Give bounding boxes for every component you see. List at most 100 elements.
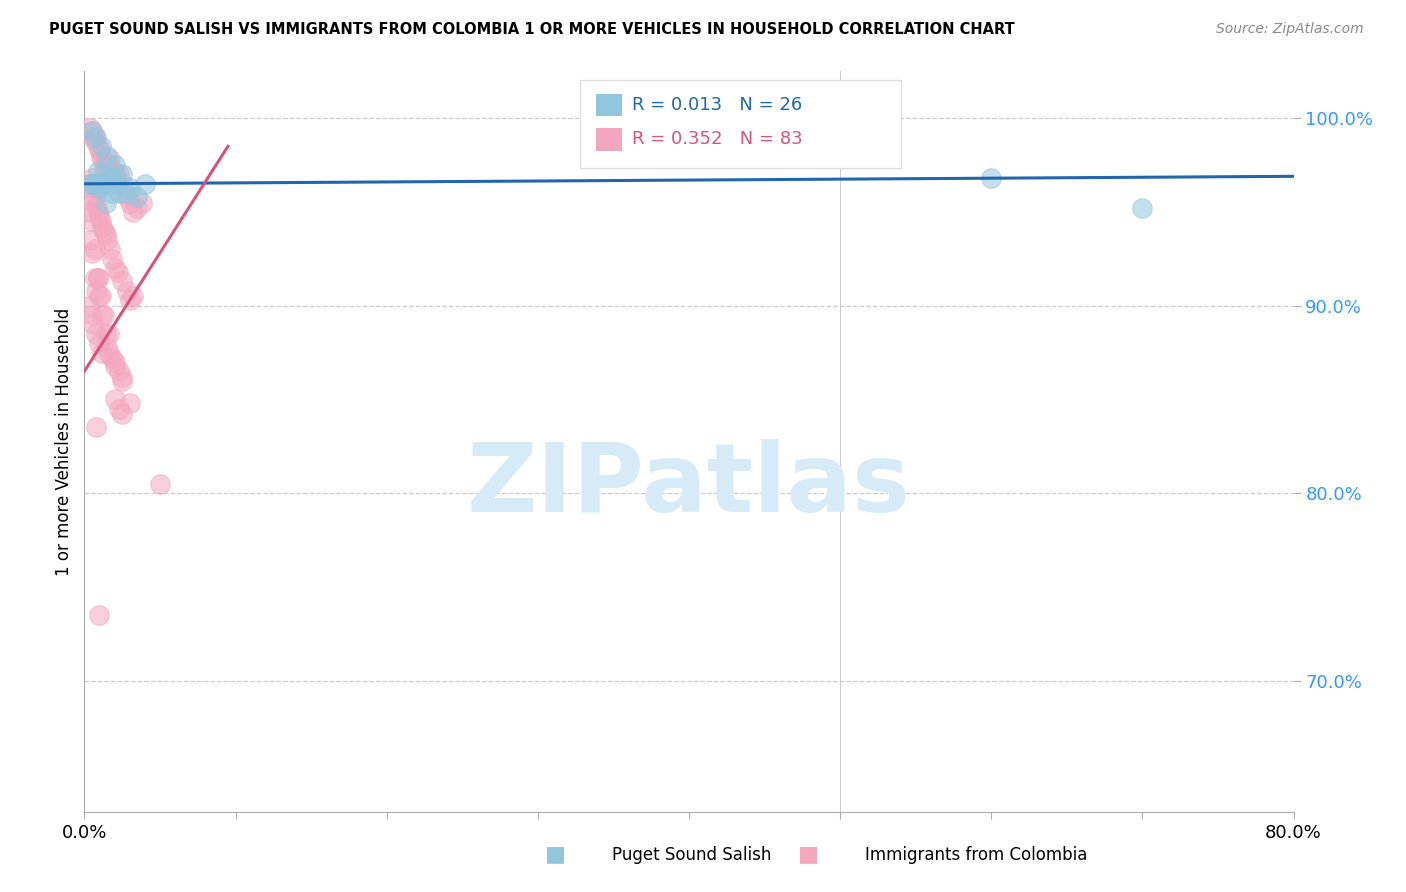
Point	[1132, 201, 1154, 215]
Point	[82, 195, 104, 210]
Point	[105, 171, 128, 186]
Point	[98, 243, 121, 257]
Point	[108, 364, 131, 378]
Point	[93, 308, 115, 322]
Text: ZIPatlas: ZIPatlas	[467, 440, 911, 533]
Point	[104, 392, 127, 407]
Point	[90, 214, 112, 228]
Point	[80, 308, 103, 322]
Text: R = 0.352   N = 83: R = 0.352 N = 83	[633, 130, 803, 148]
Point	[80, 214, 103, 228]
Point	[127, 201, 149, 215]
Point	[91, 345, 114, 359]
Point	[96, 168, 118, 182]
Point	[118, 293, 141, 307]
Point	[980, 171, 1002, 186]
Point	[79, 177, 101, 191]
Point	[111, 274, 134, 288]
Point	[111, 408, 134, 422]
Point	[107, 265, 129, 279]
Point	[108, 186, 131, 201]
Point	[86, 130, 108, 145]
Point	[90, 149, 112, 163]
Point	[131, 195, 153, 210]
Point	[91, 219, 114, 234]
Point	[79, 177, 101, 191]
Point	[91, 153, 114, 167]
Point	[87, 270, 110, 285]
Point	[86, 199, 108, 213]
Point	[97, 345, 120, 359]
Text: Puget Sound Salish: Puget Sound Salish	[612, 846, 770, 863]
Point	[86, 284, 108, 298]
Text: ■: ■	[546, 845, 565, 864]
Point	[77, 205, 100, 219]
Point	[98, 153, 121, 167]
Point	[84, 190, 107, 204]
Point	[111, 168, 134, 182]
Point	[82, 177, 104, 191]
Point	[111, 370, 134, 384]
Point	[77, 299, 100, 313]
FancyBboxPatch shape	[581, 80, 901, 168]
Point	[96, 233, 118, 247]
Point	[104, 359, 127, 373]
Point	[115, 186, 138, 201]
Point	[108, 168, 131, 182]
Point	[118, 396, 141, 410]
Point	[111, 374, 134, 388]
Point	[82, 130, 104, 145]
Point	[104, 158, 127, 172]
Point	[80, 124, 103, 138]
Point	[100, 351, 122, 365]
Point	[97, 158, 120, 172]
Point	[82, 180, 104, 194]
Point	[104, 171, 127, 186]
Point	[97, 177, 120, 191]
Point	[98, 171, 121, 186]
Point	[91, 177, 114, 191]
Point	[112, 186, 135, 201]
Point	[87, 139, 110, 153]
Point	[118, 180, 141, 194]
Point	[104, 168, 127, 182]
Point	[87, 163, 110, 178]
Point	[115, 190, 138, 204]
Point	[79, 120, 101, 135]
Point	[80, 124, 103, 138]
Bar	[596, 94, 623, 116]
Point	[93, 224, 115, 238]
Point	[90, 139, 112, 153]
Point	[89, 180, 111, 194]
Point	[94, 195, 117, 210]
Point	[87, 205, 110, 219]
Bar	[596, 128, 623, 151]
Point	[89, 143, 111, 157]
Point	[82, 318, 104, 332]
Point	[96, 340, 118, 354]
Point	[80, 246, 103, 260]
Point	[84, 134, 107, 148]
Point	[93, 168, 115, 182]
Text: ■: ■	[799, 845, 818, 864]
Point	[118, 195, 141, 210]
Point	[104, 355, 127, 369]
Point	[111, 177, 134, 191]
Point	[84, 243, 107, 257]
Point	[107, 177, 129, 191]
Point	[134, 177, 156, 191]
Point	[89, 289, 111, 303]
Text: Immigrants from Colombia: Immigrants from Colombia	[865, 846, 1087, 863]
Point	[94, 227, 117, 242]
Text: Source: ZipAtlas.com: Source: ZipAtlas.com	[1216, 22, 1364, 37]
Point	[89, 336, 111, 351]
Point	[80, 171, 103, 186]
Point	[121, 289, 143, 303]
Point	[96, 149, 118, 163]
Point	[86, 326, 108, 341]
Y-axis label: 1 or more Vehicles in Household: 1 or more Vehicles in Household	[55, 308, 73, 575]
Point	[91, 308, 114, 322]
Point	[149, 476, 172, 491]
Point	[107, 177, 129, 191]
Point	[115, 284, 138, 298]
